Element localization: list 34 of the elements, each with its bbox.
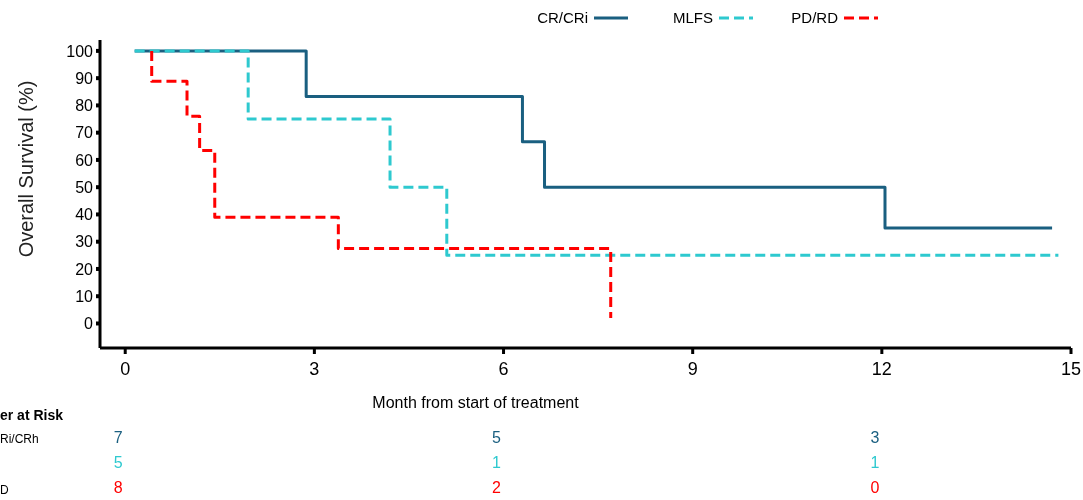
text: 2 [492,479,502,496]
y-tick-label: 90 [75,69,94,87]
x-tick-label: 0 [120,359,131,379]
text: Ri/CRh [0,432,39,446]
y-tick-label: 60 [75,151,94,169]
y-tick-label: 30 [75,233,94,251]
y-tick-label: 70 [75,124,94,142]
y-tick-label: 20 [75,260,94,278]
text: 5 [113,454,123,471]
x-tick-label: 15 [1060,359,1082,379]
x-axis-title: Month from start of treatment [372,394,580,411]
text: 1 [492,454,502,471]
y-tick-label: 0 [84,315,94,333]
x-tick-label: 12 [871,359,892,379]
text: 8 [113,479,123,496]
text: 3 [870,429,880,446]
text: 5 [492,429,502,446]
text: 0 [870,479,880,496]
text: 7 [113,429,123,446]
legend-label: CR/CRi [537,9,588,26]
y-tick-label: 40 [75,206,94,224]
y-tick-label: 50 [75,178,94,196]
x-tick-label: 6 [498,359,509,379]
legend-label: MLFS [672,9,713,26]
y-tick-label: 10 [75,287,94,305]
legend-label: PD/RD [791,9,839,26]
text: D [0,483,9,497]
text: 1 [870,454,880,471]
x-tick-label: 3 [309,359,320,379]
text: er at Risk [0,407,64,423]
x-tick-label: 9 [687,359,698,379]
y-tick-label: 80 [75,97,94,115]
y-axis-title: Overall Survival (%) [15,80,37,258]
y-tick-label: 100 [66,42,94,60]
